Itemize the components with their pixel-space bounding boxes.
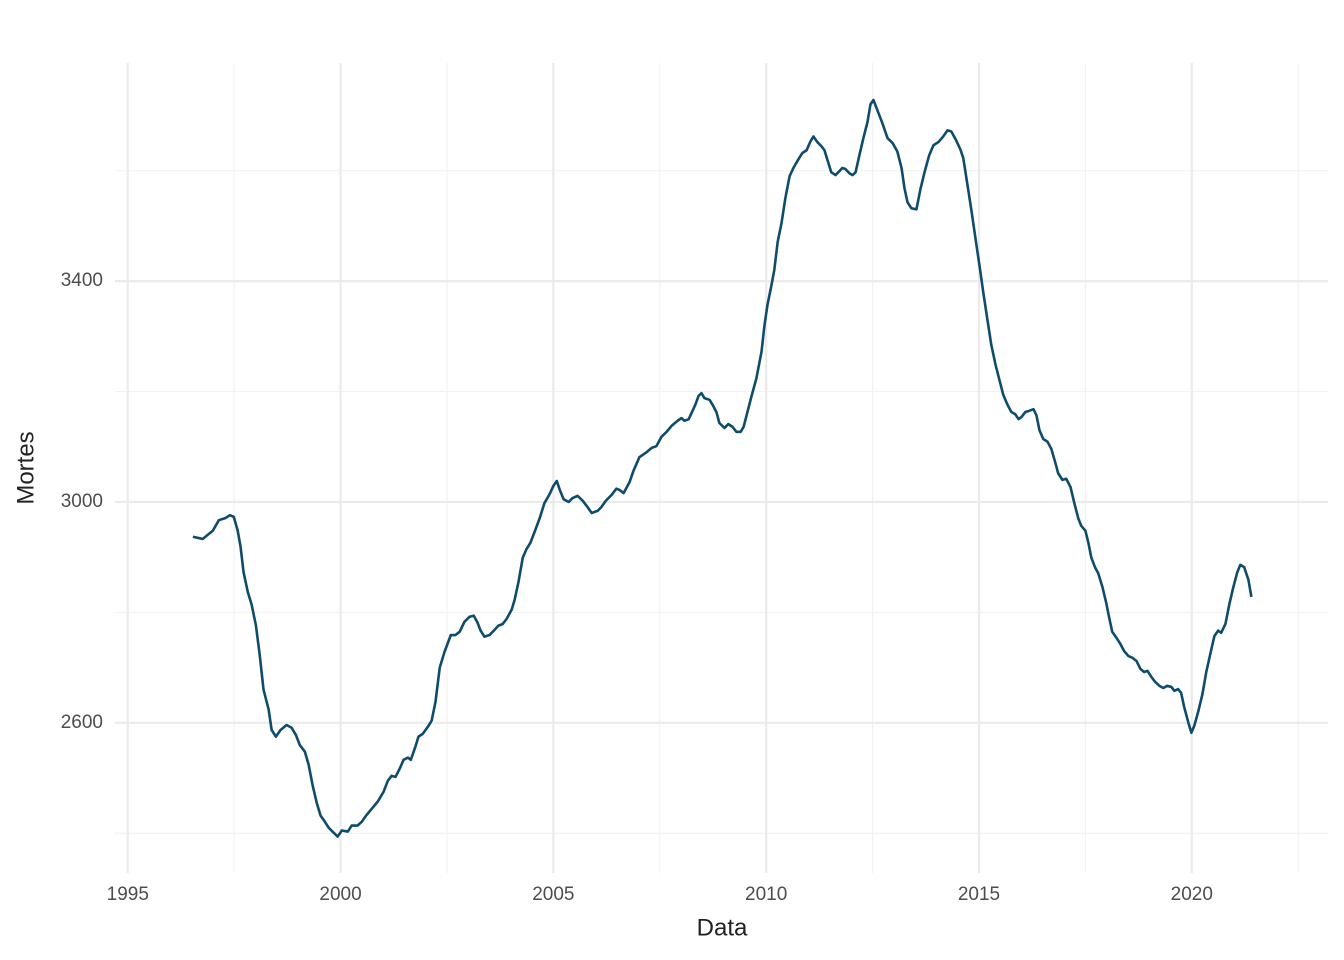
y-tick-label: 2600 — [61, 712, 103, 733]
x-tick-label: 2010 — [745, 884, 787, 905]
y-tick-label: 3000 — [61, 491, 103, 512]
x-tick-label: 2020 — [1171, 884, 1213, 905]
data-line — [192, 98, 1253, 838]
x-tick-label: 2005 — [532, 884, 574, 905]
x-tick-label: 2015 — [958, 884, 1000, 905]
y-axis-title: Mortes — [12, 431, 39, 504]
x-axis-title: Data — [697, 914, 748, 941]
x-tick-label: 2000 — [319, 884, 361, 905]
y-tick-label: 3400 — [61, 270, 103, 291]
x-tick-label: 1995 — [107, 884, 149, 905]
